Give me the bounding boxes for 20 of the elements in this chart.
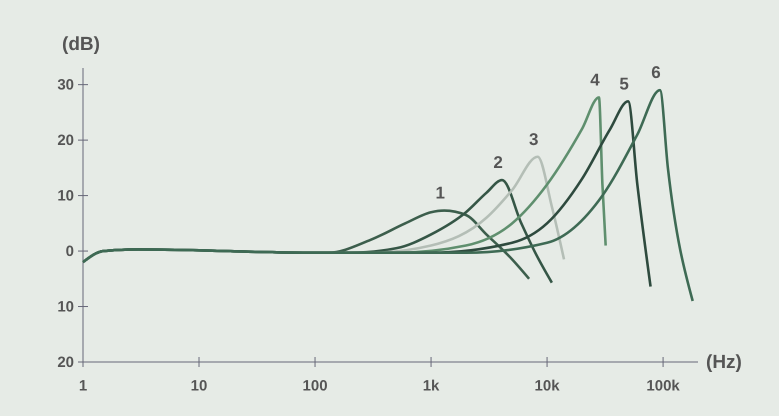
y-tick-label: 20 bbox=[57, 132, 74, 149]
x-tick-label: 100 bbox=[302, 378, 328, 394]
series-label: 4 bbox=[590, 70, 600, 90]
series-label: 2 bbox=[493, 153, 503, 172]
series-label: 1 bbox=[436, 184, 445, 203]
x-tick-label: 1 bbox=[78, 378, 88, 394]
y-tick-label: 30 bbox=[57, 76, 74, 94]
x-axis-title: (Hz) bbox=[706, 352, 742, 373]
y-tick-label: 0 bbox=[66, 242, 74, 260]
x-tick-label: 1k bbox=[422, 378, 440, 394]
y-tick-label: 10 bbox=[57, 187, 74, 204]
x-tick-label: 10k bbox=[534, 378, 560, 394]
x-tick-label: 10 bbox=[190, 378, 208, 394]
series-label: 3 bbox=[528, 130, 538, 149]
y-tick-label: 20 bbox=[57, 354, 74, 371]
y-tick-label: 10 bbox=[57, 298, 74, 316]
x-tick-label: 100k bbox=[646, 378, 680, 394]
y-axis-title: (dB) bbox=[62, 34, 100, 55]
series-label: 6 bbox=[651, 63, 661, 82]
series-label: 5 bbox=[619, 74, 629, 94]
